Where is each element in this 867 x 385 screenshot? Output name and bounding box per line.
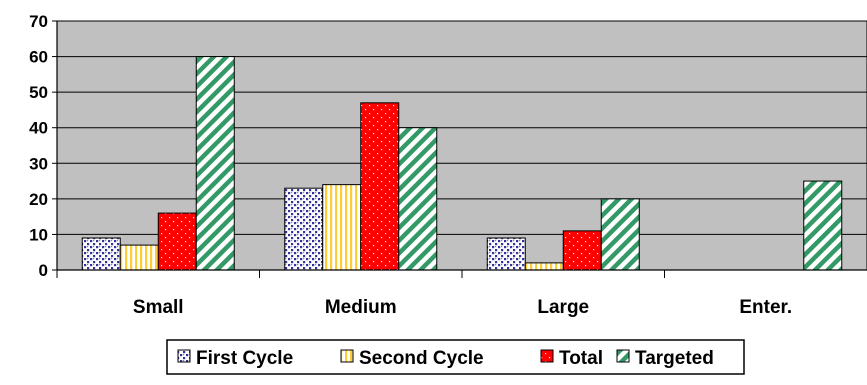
legend-box	[166, 339, 745, 375]
bar-targeted-enter	[803, 180, 843, 271]
bar-first-cycle-medium	[284, 187, 324, 271]
legend-swatch	[616, 349, 630, 363]
legend-label: Total	[559, 348, 603, 369]
y-tick-label: 60	[29, 48, 48, 67]
bars	[81, 56, 843, 271]
legend-swatch	[340, 349, 354, 363]
y-tick-label: 0	[39, 261, 48, 280]
axes	[52, 20, 867, 278]
y-tick-label: 70	[29, 12, 48, 31]
bar-second-cycle-medium	[322, 184, 362, 271]
y-tick-label: 30	[29, 154, 48, 173]
bar-targeted-small	[195, 56, 235, 271]
bar-first-cycle-small	[81, 237, 121, 271]
bar-targeted-large	[600, 198, 640, 271]
bar-targeted-medium	[398, 127, 438, 271]
bar-second-cycle-small	[119, 244, 159, 271]
legend-label: Targeted	[635, 348, 714, 369]
y-tick-label: 20	[29, 190, 48, 209]
legend-swatch	[177, 349, 191, 363]
legend-swatch	[540, 349, 554, 363]
y-tick-label: 50	[29, 83, 48, 102]
bar-total-small	[157, 212, 197, 271]
legend-label: Second Cycle	[359, 348, 484, 369]
y-tick-label: 40	[29, 119, 48, 138]
y-tick-labels: 0 10 20 30 40 50 60 70	[29, 12, 48, 280]
category-labels: Small Medium Large Enter.	[133, 297, 792, 318]
bar-second-cycle-large	[524, 262, 564, 271]
category-label: Enter.	[739, 297, 792, 318]
legend-label: First Cycle	[196, 348, 293, 369]
category-label: Large	[537, 297, 589, 318]
bar-total-medium	[360, 102, 400, 271]
legend: First Cycle Second Cycle Total Targeted	[166, 339, 745, 375]
category-label: Medium	[325, 297, 397, 318]
bar-first-cycle-large	[486, 237, 526, 271]
bar-total-large	[562, 230, 602, 271]
y-tick-label: 10	[29, 225, 48, 244]
category-label: Small	[133, 297, 184, 318]
